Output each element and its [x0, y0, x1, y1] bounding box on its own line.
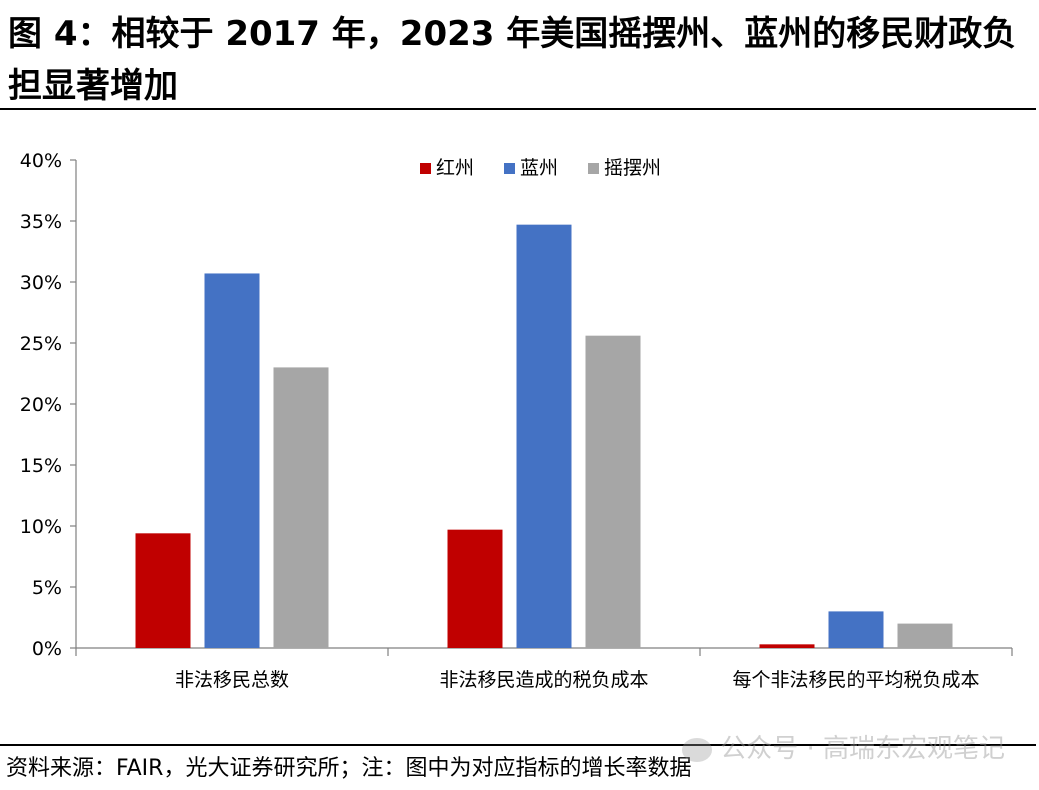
- bar-2-1: [204, 273, 260, 648]
- legend-label-2: 蓝州: [520, 157, 558, 179]
- y-tick-label: 35%: [20, 211, 62, 233]
- bar-chart: 0% 5% 10% 15% 20% 25% 30% 35% 40% 非法移民总数 非法移民造成的税负…: [20, 150, 1013, 691]
- y-tick-label: 0%: [32, 638, 62, 660]
- x-category-label: 每个非法移民的平均税负成本: [732, 669, 979, 691]
- bar-2-3: [828, 611, 884, 648]
- bar-2-2: [516, 224, 572, 648]
- y-tick-label: 15%: [20, 455, 62, 477]
- legend-swatch-2: [504, 163, 515, 174]
- legend-label-3: 摇摆州: [604, 157, 661, 179]
- y-tick-label: 10%: [20, 516, 62, 538]
- bar-3-1: [273, 367, 329, 648]
- title-divider: [0, 108, 1036, 110]
- y-tick-label: 20%: [20, 394, 62, 416]
- y-tick-label: 30%: [20, 272, 62, 294]
- x-category-label: 非法移民总数: [175, 669, 289, 691]
- y-tick-label: 5%: [32, 577, 62, 599]
- legend-swatch-3: [588, 163, 599, 174]
- bar-1-1: [135, 533, 191, 648]
- wechat-icon: [682, 737, 713, 762]
- figure-title: 图 4：相较于 2017 年，2023 年美国摇摆州、蓝州的移民财政负担显著增加: [8, 14, 1017, 106]
- bar-3-2: [585, 335, 641, 648]
- legend-swatch-1: [420, 163, 431, 174]
- x-category-label: 非法移民造成的税负成本: [439, 669, 648, 691]
- y-tick-label: 25%: [20, 333, 62, 355]
- bar-3-3: [897, 623, 953, 648]
- y-tick-label: 40%: [20, 150, 62, 172]
- watermark-text: 公众号 · 高瑞东宏观笔记: [720, 734, 1005, 764]
- legend-label-1: 红州: [436, 157, 474, 179]
- source-divider: [0, 744, 1036, 746]
- source-note: 资料来源：FAIR，光大证券研究所；注：图中为对应指标的增长率数据: [6, 756, 692, 781]
- bar-1-3: [759, 644, 815, 648]
- watermark: 公众号 · 高瑞东宏观笔记: [682, 728, 1005, 765]
- bar-1-2: [447, 529, 503, 648]
